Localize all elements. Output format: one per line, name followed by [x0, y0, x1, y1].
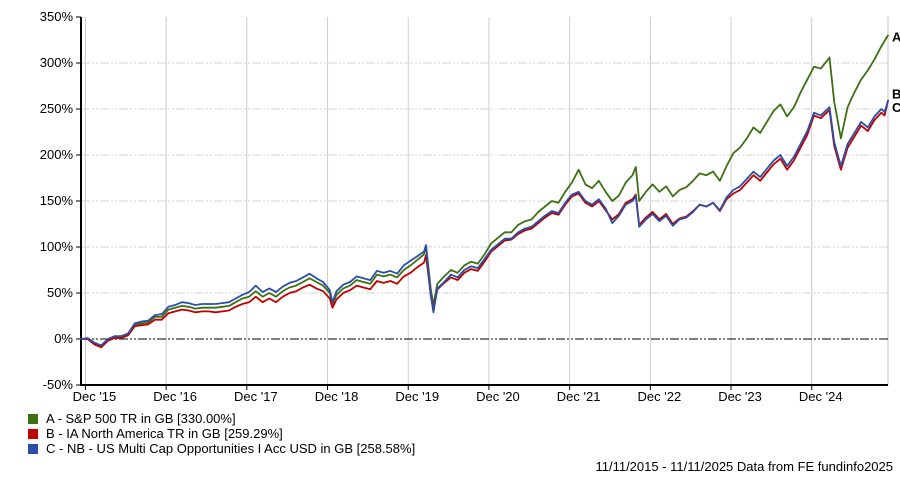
legend-label-a: A - S&P 500 TR in GB [330.00%]	[46, 411, 236, 426]
x-tick-label: Dec '23	[718, 389, 762, 404]
legend-swatch-b	[28, 428, 38, 439]
y-tick-label: 100%	[40, 239, 74, 254]
y-tick-label: -50%	[43, 377, 74, 392]
x-tick-label: Dec '21	[557, 389, 601, 404]
y-tick-label: 300%	[40, 55, 74, 70]
x-tick-label: Dec '19	[395, 389, 439, 404]
legend-item-c: C - NB - US Multi Cap Opportunities I Ac…	[28, 441, 415, 456]
legend-label-c: C - NB - US Multi Cap Opportunities I Ac…	[46, 441, 416, 456]
x-tick-label: Dec '18	[315, 389, 359, 404]
y-tick-label: 350%	[40, 9, 74, 24]
series-end-label-b: B	[892, 86, 900, 101]
series-end-label-a: A	[892, 29, 900, 44]
y-tick-label: 250%	[40, 101, 74, 116]
series-end-label-c: C	[892, 100, 900, 115]
y-tick-label: 150%	[40, 193, 74, 208]
x-tick-label: Dec '20	[476, 389, 520, 404]
y-tick-label: 200%	[40, 147, 74, 162]
series-line-c	[80, 100, 889, 347]
legend-label-b: B - IA North America TR in GB [259.29%]	[46, 426, 283, 441]
legend-item-b: B - IA North America TR in GB [259.29%]	[28, 426, 415, 441]
legend-item-a: A - S&P 500 TR in GB [330.00%]	[28, 411, 415, 426]
series-line-a	[80, 34, 889, 348]
legend: A - S&P 500 TR in GB [330.00%] B - IA No…	[28, 411, 415, 456]
y-tick-label: 0%	[54, 331, 73, 346]
x-tick-label: Dec '16	[153, 389, 197, 404]
date-range-note: 11/11/2015 - 11/11/2025 Data from FE fun…	[595, 459, 893, 474]
series-line-b	[80, 99, 889, 349]
legend-swatch-a	[28, 413, 38, 424]
legend-swatch-c	[28, 443, 38, 454]
x-tick-label: Dec '15	[73, 389, 117, 404]
y-tick-label: 50%	[47, 285, 73, 300]
x-tick-label: Dec '22	[638, 389, 682, 404]
x-tick-label: Dec '24	[799, 389, 843, 404]
x-tick-label: Dec '17	[234, 389, 278, 404]
